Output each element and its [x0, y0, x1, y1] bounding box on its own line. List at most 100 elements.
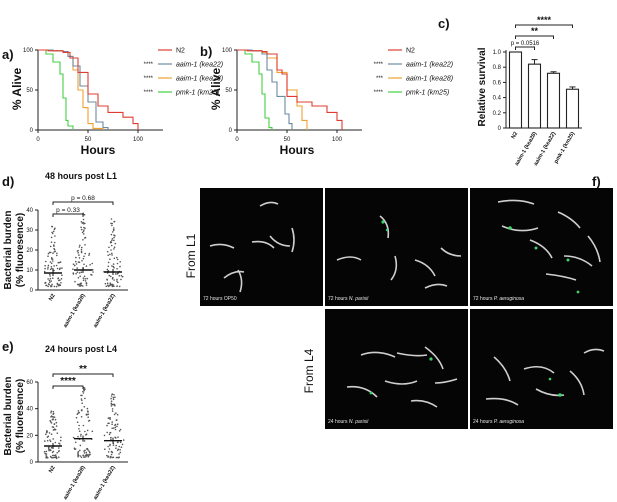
data-point [116, 278, 118, 281]
data-point [55, 285, 58, 288]
data-point [112, 456, 115, 459]
worm-outlines [485, 348, 605, 406]
category-label: aaim-1 (kea22) [93, 465, 117, 501]
data-point [72, 272, 75, 274]
panel-label-b: b) [200, 44, 212, 59]
y-tick-label: 0.2 [493, 111, 502, 117]
data-point [54, 250, 56, 253]
data-point [54, 418, 57, 421]
data-point [56, 267, 59, 270]
data-point [53, 416, 56, 419]
data-point [80, 398, 83, 400]
data-point [52, 410, 55, 413]
data-point [116, 273, 119, 275]
data-point [117, 456, 120, 459]
data-point [82, 285, 84, 287]
data-point [56, 254, 58, 257]
data-point [56, 252, 58, 255]
data-point [83, 405, 86, 408]
data-point [50, 236, 53, 239]
data-point [111, 410, 114, 412]
data-point [114, 436, 116, 439]
data-point [82, 390, 84, 393]
data-point [82, 230, 85, 233]
data-point [85, 414, 88, 416]
ylabel2-d: (% fluoresence) [15, 213, 26, 287]
data-point [109, 253, 111, 256]
data-point [84, 244, 86, 246]
data-point [51, 283, 53, 286]
data-point [77, 450, 80, 453]
data-point [45, 455, 48, 458]
data-point [85, 453, 88, 456]
data-point [111, 423, 113, 426]
data-point [80, 433, 82, 436]
ylabel-c: Relative survival [477, 47, 488, 126]
data-point [113, 285, 115, 288]
data-point [58, 450, 60, 452]
data-point [53, 265, 55, 267]
data-point [75, 416, 78, 419]
legend-label: pmk-1 (km25) [405, 90, 449, 97]
data-point [53, 423, 56, 426]
data-point [47, 252, 50, 255]
data-point [116, 456, 118, 459]
data-point [44, 264, 46, 267]
data-point [57, 277, 59, 280]
data-point [78, 246, 81, 248]
xlabel-b: Hours [280, 143, 315, 157]
data-point [80, 250, 83, 253]
data-point [49, 281, 51, 284]
data-point [111, 238, 114, 240]
data-point [88, 252, 91, 255]
data-point [83, 263, 85, 266]
bacterial-burden-chart-e: 24 hours post L4 Bacterial burden (% flu… [3, 344, 128, 501]
data-point [106, 282, 109, 285]
data-point [76, 413, 79, 416]
data-point [111, 393, 114, 396]
data-point [110, 438, 112, 441]
data-point [108, 274, 111, 277]
y-tick-label: 0.6 [493, 80, 502, 86]
data-point [116, 425, 118, 428]
legend-label: aaim-1 (kea28) [406, 76, 453, 83]
data-point [50, 422, 53, 424]
ylabel-a: % Alive [10, 68, 24, 111]
data-point [112, 284, 114, 286]
data-point [120, 275, 123, 277]
data-point [111, 231, 114, 233]
data-point [45, 433, 47, 436]
data-point [80, 221, 83, 223]
data-point [116, 258, 119, 261]
legend-label: aaim-1 (kea28) [176, 76, 223, 83]
data-point [111, 222, 113, 225]
data-point [113, 234, 115, 236]
panel-label-e: e) [2, 339, 14, 354]
data-point [118, 275, 121, 277]
data-point [74, 264, 76, 267]
y-tick-label: 20 [26, 248, 33, 254]
data-point [106, 278, 108, 281]
data-point [53, 245, 55, 247]
ylabel-d: Bacterial burden [3, 211, 14, 290]
data-point [113, 413, 116, 416]
data-point [118, 285, 121, 288]
data-point [80, 456, 83, 459]
data-point [80, 435, 82, 437]
data-point [50, 285, 52, 287]
data-point [76, 271, 79, 274]
data-point [119, 265, 121, 268]
data-point [86, 429, 89, 432]
data-point [82, 277, 85, 279]
data-point [44, 440, 46, 442]
micrograph-l1-p-aeruginosa: 72 hours P. aeruginosa [470, 188, 613, 306]
data-point [113, 257, 116, 260]
data-point [59, 439, 62, 442]
data-point [53, 247, 55, 250]
data-point [45, 260, 47, 263]
significance-label: p = 0.0516 [511, 41, 540, 47]
data-point [107, 285, 110, 288]
data-point [76, 283, 79, 286]
data-point [110, 405, 113, 407]
data-point [92, 271, 94, 273]
